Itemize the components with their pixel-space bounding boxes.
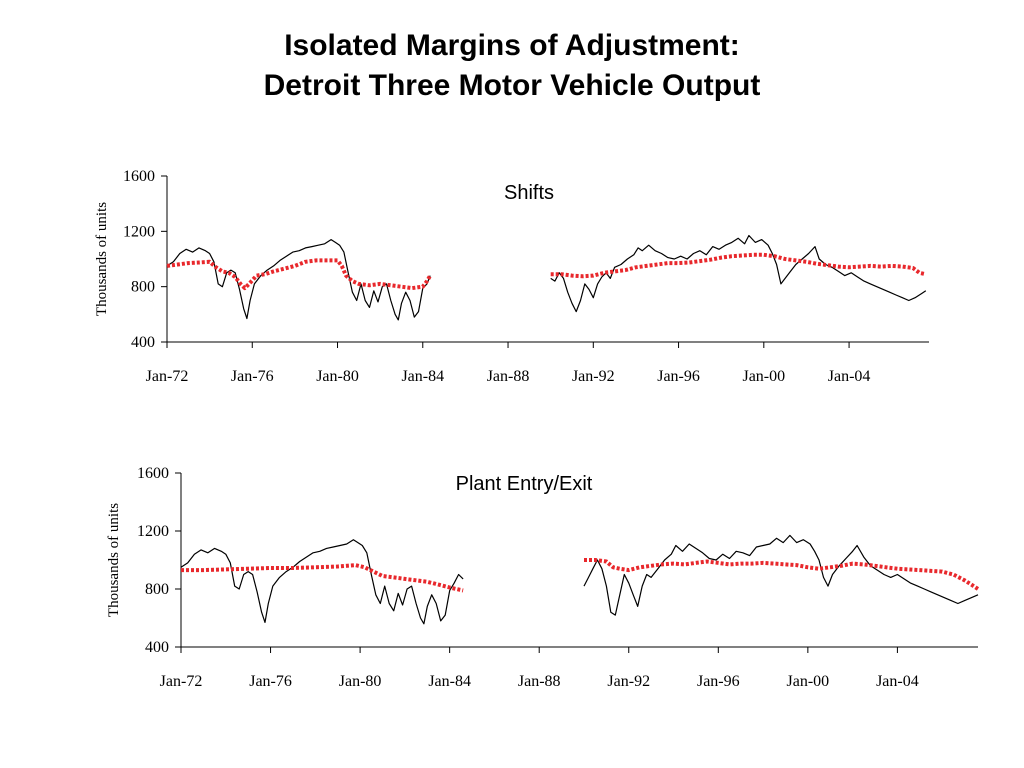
x-tick-label: Jan-88 (518, 673, 561, 690)
x-tick-label: Jan-92 (607, 673, 650, 690)
x-tick-label: Jan-72 (146, 368, 189, 385)
panel-title: Shifts (504, 182, 554, 204)
x-tick-label: Jan-00 (742, 368, 785, 385)
chart-title-line-2: Detroit Three Motor Vehicle Output (263, 69, 761, 102)
y-tick-label: 1600 (123, 168, 155, 185)
y-tick-label: 400 (145, 639, 169, 656)
x-tick-label: Jan-84 (401, 368, 444, 385)
x-tick-label: Jan-92 (572, 368, 615, 385)
chart-panel-1: Shifts Thousands of units 400 800 1200 1600 Ja… (94, 168, 929, 385)
x-tick-label: Jan-72 (160, 673, 203, 690)
series-actual-line (180, 539, 464, 625)
x-tick-label: Jan-80 (339, 673, 382, 690)
chart-title-line-1: Isolated Margins of Adjustment: (284, 29, 740, 62)
x-tick-label: Jan-88 (487, 368, 530, 385)
series-adjusted-line (166, 258, 432, 291)
y-tick-label: 800 (145, 581, 169, 598)
y-tick-label: 1600 (137, 465, 169, 482)
y-tick-label: 400 (131, 334, 155, 351)
x-tick-label: Jan-96 (697, 673, 740, 690)
chart-panel-2: Plant Entry/Exit Thousands of units 400 800… (106, 465, 980, 690)
series-actual-line (583, 534, 979, 616)
x-tick-label: Jan-04 (828, 368, 871, 385)
y-tick-label: 1200 (123, 223, 155, 240)
y-tick-label: 1200 (137, 523, 169, 540)
series-adjusted-line (584, 558, 980, 591)
chart-title: Isolated Margins of Adjustment: Detroit … (0, 26, 1024, 106)
x-tick-label: Jan-04 (876, 673, 919, 690)
series-adjusted-line (181, 563, 464, 593)
x-tick-label: Jan-76 (249, 673, 292, 690)
x-tick-label: Jan-84 (428, 673, 471, 690)
panel-title: Plant Entry/Exit (456, 473, 593, 495)
y-axis-label: Thousands of units (94, 202, 110, 316)
x-tick-label: Jan-00 (787, 673, 830, 690)
y-axis-label: Thousands of units (106, 503, 122, 617)
y-tick-label: 800 (131, 279, 155, 296)
x-tick-label: Jan-96 (657, 368, 700, 385)
series-actual-line (166, 239, 431, 321)
x-tick-label: Jan-76 (231, 368, 274, 385)
series-adjusted-line (550, 252, 927, 279)
series-actual-line (550, 234, 927, 313)
x-tick-label: Jan-80 (316, 368, 359, 385)
